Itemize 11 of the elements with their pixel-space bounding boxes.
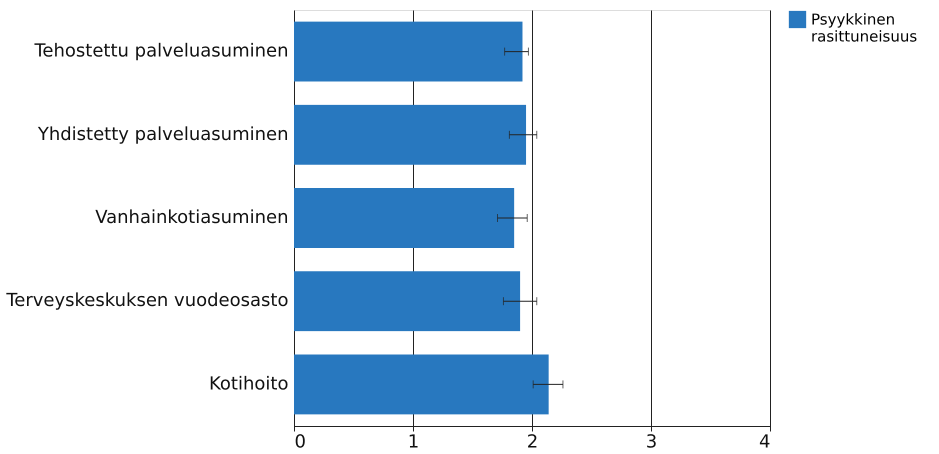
x-tick-label: 3 bbox=[646, 432, 658, 452]
x-tick-label: 2 bbox=[526, 432, 538, 452]
legend-label: Psyykkinen rasittuneisuus bbox=[811, 10, 918, 46]
x-tick-label: 1 bbox=[408, 432, 420, 452]
x-tick-label: 0 bbox=[294, 432, 306, 452]
y-tick-label: Terveyskeskuksen vuodeosasto bbox=[5, 290, 288, 312]
x-tick-label: 4 bbox=[759, 432, 770, 452]
y-tick-label: Yhdistetty palveluasuminen bbox=[36, 124, 288, 145]
y-tick-label: Kotihoito bbox=[209, 373, 288, 394]
y-tick-label: Vanhainkotiasuminen bbox=[95, 207, 288, 228]
y-tick-label: Tehostettu palveluasuminen bbox=[33, 40, 288, 62]
